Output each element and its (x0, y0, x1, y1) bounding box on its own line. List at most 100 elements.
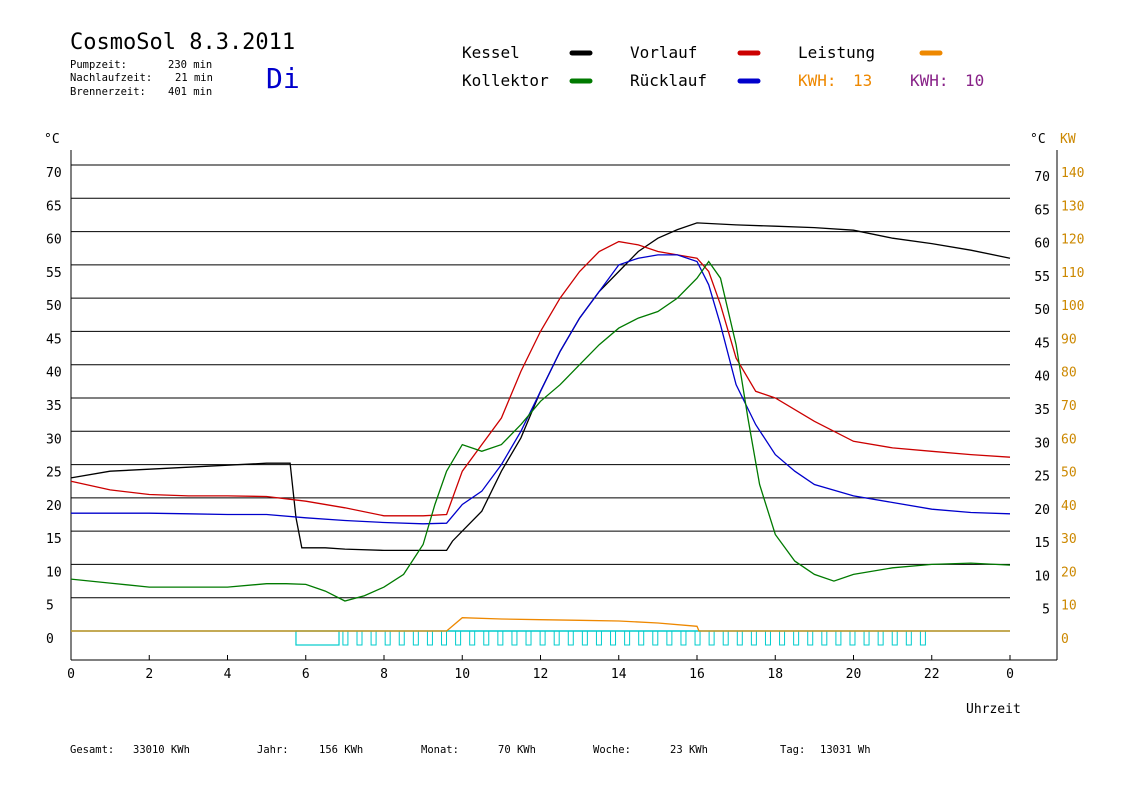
y-right-c-tick-label: 25 (1034, 470, 1050, 485)
legend-kwh1-value: 13 (853, 71, 873, 90)
y-right-kw-tick-label: 30 (1061, 532, 1077, 547)
x-tick-label: 22 (924, 667, 940, 682)
legend-vorlauf-label: Vorlauf (630, 43, 698, 62)
y-left-tick-label: 10 (46, 565, 62, 580)
pump-pulse (441, 630, 448, 646)
pump-pulse (539, 630, 546, 646)
y-right-c-tick-label: 60 (1034, 237, 1050, 252)
y-right-kw-tick-label: 40 (1061, 499, 1077, 514)
y-right-kw-tick-label: 100 (1061, 299, 1084, 314)
brennerzeit-label: Brennerzeit: (70, 86, 146, 98)
pump-pulse (567, 630, 574, 646)
y-left-tick-label: 30 (46, 432, 62, 447)
pump-pulse (553, 630, 560, 646)
pump-pulse (750, 630, 757, 646)
x-tick-label: 6 (302, 667, 310, 682)
y-right-kw-tick-label: 90 (1061, 332, 1077, 347)
pump-pulse (356, 630, 363, 646)
x-tick-label: 0 (67, 667, 75, 682)
legend-kessel-label: Kessel (462, 43, 520, 62)
pump-pulse (370, 630, 377, 646)
pump-pulse (905, 630, 912, 646)
pump-pulse (342, 630, 349, 646)
pump-pulse (398, 630, 405, 646)
pump-pulse (412, 630, 419, 646)
pump-pulse (426, 630, 433, 646)
y-right-kw-tick-label: 120 (1061, 233, 1084, 248)
pump-pulse (581, 630, 588, 646)
pump-pulse (638, 630, 645, 646)
y-right-kw-tick-label: 130 (1061, 199, 1084, 214)
y-right-kw-tick-label: 80 (1061, 366, 1077, 381)
pump-pulse (483, 630, 490, 646)
y-left-tick-label: 20 (46, 499, 62, 514)
right-axis-unit-kw: KW (1060, 132, 1076, 147)
right-axis-unit-c: °C (1030, 132, 1046, 147)
footer-tag-value: 13031 Wh (820, 744, 871, 756)
pump-pulse (849, 630, 856, 646)
x-tick-label: 12 (533, 667, 549, 682)
pump-activity (71, 630, 1010, 646)
pump-pulse (694, 630, 701, 646)
y-right-c-tick-label: 40 (1034, 370, 1050, 385)
pump-pulse (708, 630, 715, 646)
footer-woche-value: 23 KWh (670, 744, 708, 756)
legend-markers (569, 50, 943, 84)
y-right-c-tick-label: 70 (1034, 170, 1050, 185)
pump-pulse (610, 630, 617, 646)
y-right-kw-tick-label: 10 (1061, 599, 1077, 614)
y-left-tick-label: 70 (46, 166, 62, 181)
ruecklauf-line (71, 254, 1011, 525)
tick-labels: 0 2 4 6 8 10 12 14 16 18 20 22 005101520253035404550… (46, 166, 1084, 682)
vorlauf-line (70, 240, 1011, 517)
kollektor-line (70, 260, 1011, 602)
pumpzeit-label: Pumpzeit: (70, 59, 127, 71)
pump-pulse (652, 630, 659, 646)
pump-pulse (821, 630, 828, 646)
pump-pulse (736, 630, 743, 646)
pump-pulse (595, 630, 602, 646)
nachlaufzeit-value: 21 min (175, 72, 213, 84)
series-lines (70, 222, 1011, 632)
x-tick-label: 14 (611, 667, 627, 682)
brennerzeit-value: 401 min (168, 86, 213, 98)
pump-pulse (455, 630, 462, 646)
pump-pulse (511, 630, 518, 646)
y-right-kw-tick-label: 0 (1061, 632, 1069, 647)
pump-pulse (624, 630, 631, 646)
pump-pulse (891, 630, 898, 646)
x-tick-label: 20 (846, 667, 862, 682)
pump-pulse (680, 630, 687, 646)
pump-pulse (835, 630, 842, 646)
pumpzeit-value: 230 min (168, 59, 213, 71)
legend-kollektor-label: Kollektor (462, 71, 549, 90)
footer-woche-label: Woche: (593, 744, 631, 756)
x-tick-label: 2 (145, 667, 153, 682)
nachlaufzeit-label: Nachlaufzeit: (70, 72, 153, 84)
footer-jahr-label: Jahr: (257, 744, 289, 756)
pump-pulse (807, 630, 814, 646)
legend-leistung-label: Leistung (798, 43, 876, 62)
pump-pulse (497, 630, 504, 646)
y-left-tick-label: 25 (46, 466, 62, 481)
pump-pulse (877, 630, 884, 646)
x-tick-label: 4 (224, 667, 232, 682)
footer-gesamt-value: 33010 KWh (133, 744, 190, 756)
y-right-c-tick-label: 55 (1034, 270, 1050, 285)
pump-pulse (666, 630, 673, 646)
y-right-c-tick-label: 50 (1034, 303, 1050, 318)
y-right-kw-tick-label: 60 (1061, 432, 1077, 447)
legend-ruecklauf-label: Rücklauf (630, 71, 708, 90)
y-right-c-tick-label: 30 (1034, 436, 1050, 451)
weekday-label: Di (266, 62, 300, 95)
y-left-tick-label: 65 (46, 199, 62, 214)
pump-pulse (384, 630, 391, 646)
pump-pulse (793, 630, 800, 646)
grid-lines (71, 164, 1010, 632)
footer-monat-label: Monat: (421, 744, 459, 756)
pump-pulse (779, 630, 786, 646)
y-left-tick-label: 5 (46, 599, 54, 614)
y-left-tick-label: 55 (46, 266, 62, 281)
x-tick-label: 16 (689, 667, 705, 682)
